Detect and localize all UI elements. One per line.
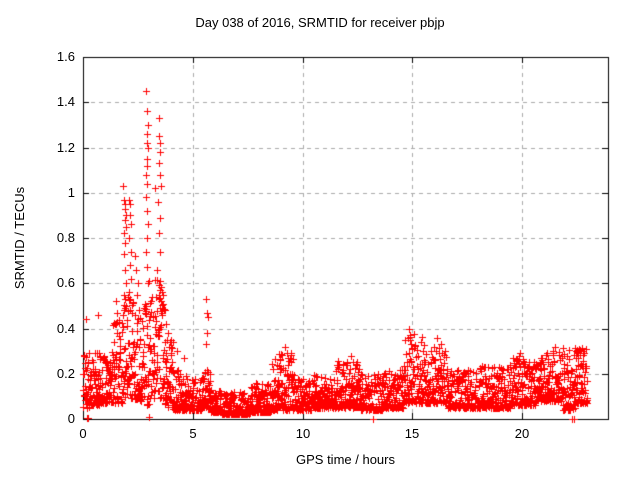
x-tick-label: 0 <box>79 426 87 441</box>
x-tick-label: 5 <box>189 426 197 441</box>
y-tick-label: 0.4 <box>56 321 75 336</box>
y-axis-label: SRMTID / TECUs <box>12 186 27 290</box>
y-tick-label: 0.2 <box>56 366 75 381</box>
y-tick-label: 1.2 <box>56 140 75 155</box>
x-tick-label: 10 <box>295 426 311 441</box>
y-tick-label: 1.6 <box>56 49 75 64</box>
y-tick-label: 1 <box>67 185 75 200</box>
y-tick-label: 0.6 <box>56 275 75 290</box>
x-axis-label: GPS time / hours <box>296 452 395 467</box>
x-tick-label: 15 <box>404 426 420 441</box>
y-tick-label: 0.8 <box>56 230 75 245</box>
x-tick-label: 20 <box>514 426 530 441</box>
chart-title: Day 038 of 2016, SRMTID for receiver pbj… <box>195 15 445 30</box>
y-tick-label: 1.4 <box>56 94 75 109</box>
y-tick-label: 0 <box>67 411 75 426</box>
